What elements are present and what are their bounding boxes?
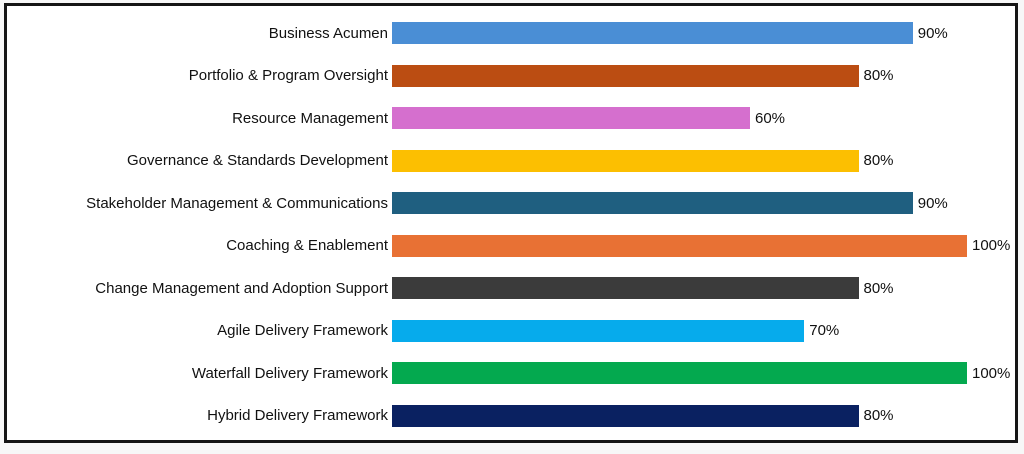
category-label: Hybrid Delivery Framework xyxy=(207,407,388,425)
bar-row: Governance & Standards Development 80% xyxy=(7,140,1015,183)
value-label: 100% xyxy=(972,237,1011,255)
category-label: Resource Management xyxy=(232,109,388,127)
category-label: Waterfall Delivery Framework xyxy=(191,364,388,382)
category-label: Agile Delivery Framework xyxy=(217,322,388,340)
bar-row: Agile Delivery Framework 70% xyxy=(7,310,1015,353)
value-label: 70% xyxy=(809,322,840,340)
bar-chart: Business Acumen 90% Portfolio & Program Ov… xyxy=(7,6,1015,437)
value-label: 90% xyxy=(917,194,948,212)
value-label: 80% xyxy=(863,152,894,170)
value-label: 80% xyxy=(863,407,894,425)
bar xyxy=(392,22,913,45)
bar-row: Waterfall Delivery Framework 100% xyxy=(7,352,1015,395)
bar-row: Portfolio & Program Oversight 80% xyxy=(7,55,1015,98)
bar-row: Coaching & Enablement 100% xyxy=(7,225,1015,268)
category-label: Change Management and Adoption Support xyxy=(95,279,388,297)
category-label: Governance & Standards Development xyxy=(127,152,388,170)
category-label: Portfolio & Program Oversight xyxy=(188,67,388,85)
bar-row: Stakeholder Management & Communications 9… xyxy=(7,182,1015,225)
bar-row: Resource Management 60% xyxy=(7,97,1015,140)
bar xyxy=(392,107,750,130)
bar xyxy=(392,319,805,342)
chart-frame: Business Acumen 90% Portfolio & Program Ov… xyxy=(4,3,1018,443)
value-label: 80% xyxy=(863,67,894,85)
value-label: 90% xyxy=(917,24,948,42)
category-label: Stakeholder Management & Communications xyxy=(86,194,388,212)
bar xyxy=(392,277,859,300)
bar xyxy=(392,404,859,427)
category-label: Business Acumen xyxy=(268,24,388,42)
bar xyxy=(392,64,859,87)
bar xyxy=(392,234,967,257)
bar xyxy=(392,362,967,385)
value-label: 80% xyxy=(863,279,894,297)
bar-row: Hybrid Delivery Framework 80% xyxy=(7,395,1015,438)
value-label: 100% xyxy=(972,364,1011,382)
value-label: 60% xyxy=(755,109,786,127)
bar xyxy=(392,149,859,172)
bar-row: Change Management and Adoption Support 80… xyxy=(7,267,1015,310)
bar xyxy=(392,192,913,215)
bar-row: Business Acumen 90% xyxy=(7,12,1015,55)
category-label: Coaching & Enablement xyxy=(226,237,388,255)
